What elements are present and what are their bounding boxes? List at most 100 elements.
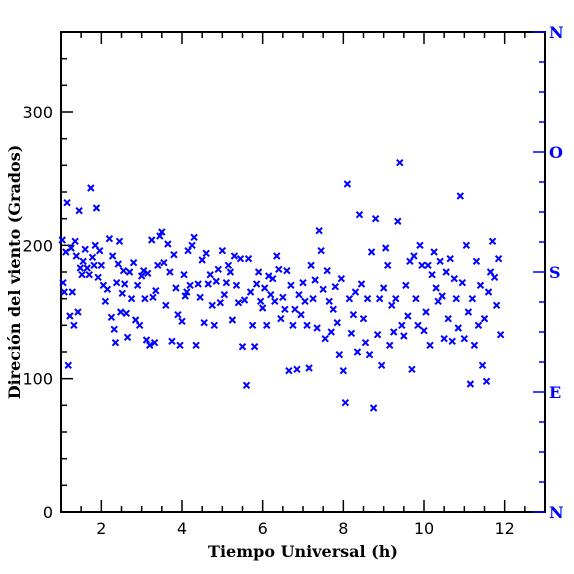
data-point	[71, 237, 79, 246]
data-point	[377, 361, 386, 370]
data-point	[160, 258, 168, 267]
data-point	[156, 232, 164, 240]
data-point	[146, 341, 154, 350]
data-point	[319, 285, 327, 294]
data-point	[262, 321, 271, 330]
data-point	[359, 314, 368, 323]
data-point	[230, 252, 239, 260]
data-point	[490, 273, 499, 282]
compass-label: S	[549, 263, 561, 282]
data-point	[321, 334, 329, 343]
data-point	[277, 314, 285, 323]
data-point	[108, 252, 117, 260]
data-point	[494, 254, 503, 263]
data-point	[97, 261, 106, 270]
data-point	[295, 290, 303, 299]
data-point	[180, 270, 188, 279]
data-point	[248, 321, 257, 330]
data-point	[305, 364, 313, 372]
data-point	[81, 245, 89, 254]
data-point	[412, 294, 420, 303]
data-point	[466, 380, 475, 388]
data-point	[64, 361, 72, 370]
y-tick-labels: 0 100 200 300	[22, 103, 53, 522]
data-point	[416, 241, 424, 250]
x-tick-label: 12	[494, 519, 514, 538]
data-point	[450, 274, 458, 283]
data-point	[396, 158, 404, 167]
data-point	[204, 280, 212, 288]
data-point	[454, 324, 462, 332]
data-point	[464, 308, 473, 316]
data-point	[482, 377, 491, 386]
data-point	[83, 264, 91, 272]
data-point	[273, 252, 281, 260]
data-point	[442, 268, 450, 276]
data-point	[210, 321, 218, 330]
data-point	[174, 310, 182, 319]
data-point	[478, 361, 487, 370]
data-point	[208, 301, 216, 310]
data-point	[236, 254, 245, 263]
data-point	[135, 321, 144, 330]
data-point	[254, 268, 263, 276]
data-point	[107, 313, 116, 322]
data-point	[422, 308, 430, 316]
data-point	[79, 257, 87, 266]
data-point	[448, 337, 456, 346]
data-point	[152, 286, 160, 295]
data-point	[76, 264, 85, 272]
data-point	[379, 284, 388, 292]
data-point	[118, 289, 127, 298]
compass-label: E	[549, 383, 561, 402]
data-point	[367, 248, 376, 256]
data-point	[436, 257, 444, 266]
data-point	[142, 336, 151, 344]
data-point	[476, 281, 485, 290]
y-tick-label: 200	[22, 236, 53, 255]
data-point	[72, 252, 81, 260]
data-point	[371, 214, 380, 223]
data-point	[285, 366, 293, 375]
data-point	[114, 260, 122, 268]
data-point	[224, 261, 233, 270]
data-point	[390, 328, 398, 336]
data-point	[226, 268, 235, 276]
right-axis-labels: N E S O N	[549, 23, 564, 522]
compass-label: N	[549, 503, 564, 522]
data-point	[388, 301, 396, 310]
data-point	[188, 241, 196, 250]
data-point	[66, 312, 74, 320]
data-point	[256, 297, 265, 306]
data-point	[355, 210, 364, 219]
data-point	[228, 316, 237, 324]
data-point	[267, 290, 275, 299]
data-point	[90, 261, 98, 270]
data-point	[68, 288, 77, 296]
data-point	[444, 314, 452, 323]
data-point	[309, 294, 317, 303]
data-point	[408, 365, 416, 374]
data-point	[92, 204, 101, 212]
data-point	[244, 254, 253, 263]
x-tick-label: 10	[414, 519, 434, 538]
data-point	[341, 398, 350, 407]
data-point	[96, 246, 104, 255]
data-point	[202, 249, 210, 258]
data-point	[363, 294, 372, 303]
y-tick-label: 300	[22, 103, 53, 122]
data-point	[317, 246, 325, 255]
data-point	[116, 308, 125, 316]
data-point	[345, 294, 354, 303]
data-point	[293, 365, 301, 374]
data-point	[186, 281, 194, 290]
x-tick-label: 2	[96, 519, 106, 538]
data-point	[176, 341, 184, 350]
data-point	[172, 284, 180, 292]
data-point	[232, 281, 241, 290]
data-point	[234, 298, 243, 307]
data-point	[252, 280, 261, 288]
data-point	[63, 198, 71, 207]
data-point	[158, 228, 166, 236]
data-point	[313, 324, 321, 332]
